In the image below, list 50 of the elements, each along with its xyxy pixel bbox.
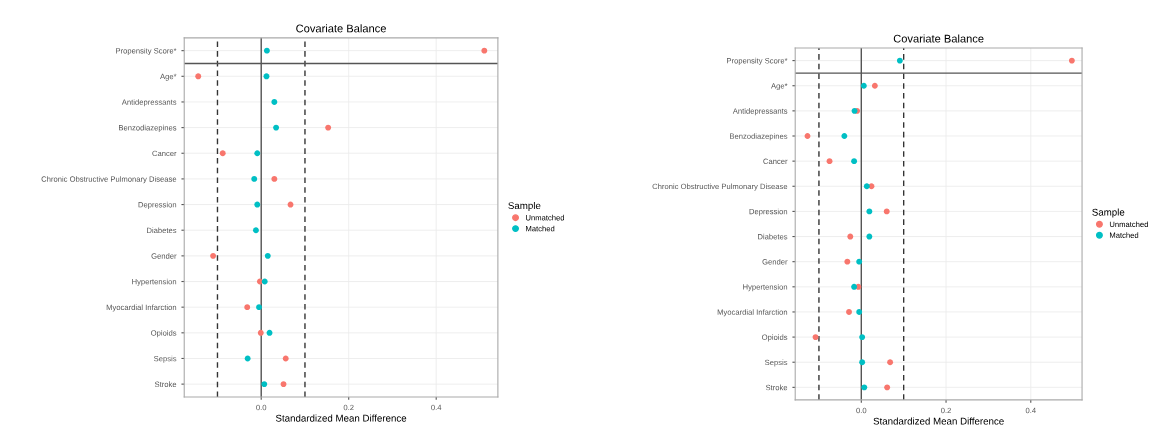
point xyxy=(254,150,261,157)
point xyxy=(846,309,852,315)
chart-title: Covariate Balance xyxy=(893,34,984,43)
point xyxy=(266,329,273,336)
point xyxy=(866,233,873,240)
point xyxy=(244,304,251,311)
point xyxy=(256,304,262,311)
point xyxy=(1068,57,1075,64)
point xyxy=(860,82,867,89)
point xyxy=(287,201,294,208)
point xyxy=(826,158,833,165)
point xyxy=(261,381,268,388)
point xyxy=(861,384,868,391)
point xyxy=(812,334,819,341)
point xyxy=(841,133,848,139)
x-axis-title: Standardized Mean Difference xyxy=(275,414,407,422)
point xyxy=(856,309,863,315)
point xyxy=(264,252,271,259)
point xyxy=(896,57,903,64)
point xyxy=(257,329,264,336)
point xyxy=(251,175,258,182)
point xyxy=(887,359,894,366)
point xyxy=(210,252,217,259)
point xyxy=(271,99,278,105)
point xyxy=(856,258,863,265)
point xyxy=(273,124,280,131)
point xyxy=(883,208,890,215)
point xyxy=(195,73,202,80)
point xyxy=(325,124,332,131)
chart-title: Covariate Balance xyxy=(296,24,386,33)
point xyxy=(253,227,259,234)
point xyxy=(884,384,891,391)
point xyxy=(863,183,870,190)
point xyxy=(280,381,287,388)
point xyxy=(263,47,270,54)
point xyxy=(844,258,851,265)
point xyxy=(481,47,488,54)
point xyxy=(851,283,858,290)
point xyxy=(866,208,873,215)
point xyxy=(804,133,811,139)
x-axis-title: Standardized Mean Difference xyxy=(873,417,1004,425)
point xyxy=(859,334,866,341)
point xyxy=(271,175,278,182)
point xyxy=(851,158,858,165)
point xyxy=(859,359,866,366)
point xyxy=(244,355,251,362)
point xyxy=(871,82,878,89)
legend-title: Sample xyxy=(1092,208,1125,218)
point xyxy=(219,150,226,157)
legend-title: Sample xyxy=(508,201,541,211)
